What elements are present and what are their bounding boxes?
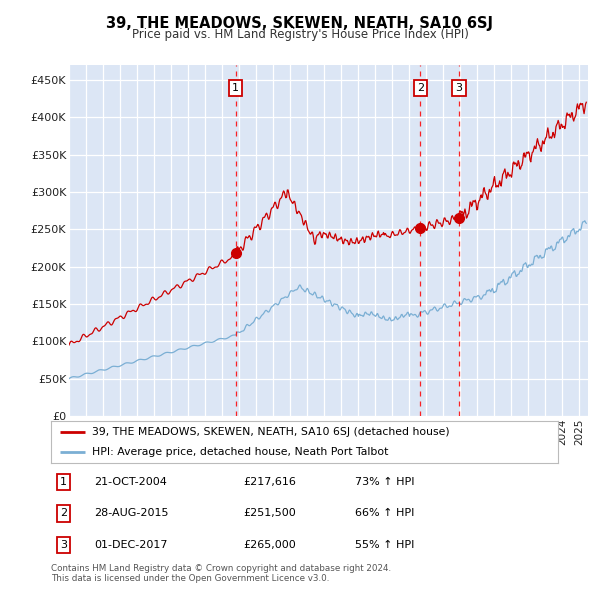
Text: 3: 3 — [455, 83, 463, 93]
Text: 1: 1 — [232, 83, 239, 93]
Text: Contains HM Land Registry data © Crown copyright and database right 2024.
This d: Contains HM Land Registry data © Crown c… — [51, 563, 391, 583]
Text: 2: 2 — [60, 509, 67, 519]
Text: 01-DEC-2017: 01-DEC-2017 — [94, 540, 167, 550]
Text: 3: 3 — [60, 540, 67, 550]
Text: 21-OCT-2004: 21-OCT-2004 — [94, 477, 167, 487]
Text: £251,500: £251,500 — [244, 509, 296, 519]
Text: 39, THE MEADOWS, SKEWEN, NEATH, SA10 6SJ: 39, THE MEADOWS, SKEWEN, NEATH, SA10 6SJ — [107, 16, 493, 31]
Text: 28-AUG-2015: 28-AUG-2015 — [94, 509, 169, 519]
Text: 66% ↑ HPI: 66% ↑ HPI — [355, 509, 415, 519]
Text: 2: 2 — [417, 83, 424, 93]
Text: 39, THE MEADOWS, SKEWEN, NEATH, SA10 6SJ (detached house): 39, THE MEADOWS, SKEWEN, NEATH, SA10 6SJ… — [92, 427, 449, 437]
Text: 55% ↑ HPI: 55% ↑ HPI — [355, 540, 415, 550]
Text: HPI: Average price, detached house, Neath Port Talbot: HPI: Average price, detached house, Neat… — [92, 447, 388, 457]
Text: £217,616: £217,616 — [244, 477, 296, 487]
Text: 73% ↑ HPI: 73% ↑ HPI — [355, 477, 415, 487]
Text: £265,000: £265,000 — [244, 540, 296, 550]
Text: 1: 1 — [60, 477, 67, 487]
Text: Price paid vs. HM Land Registry's House Price Index (HPI): Price paid vs. HM Land Registry's House … — [131, 28, 469, 41]
